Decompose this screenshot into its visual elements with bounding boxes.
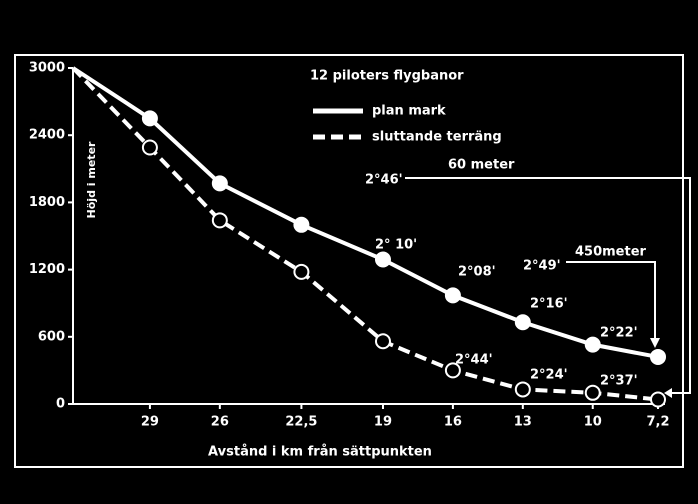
annotation: 2° 10' bbox=[375, 238, 417, 253]
legend-label: sluttande terräng bbox=[372, 130, 502, 145]
annotation: 2°37' bbox=[600, 374, 638, 389]
x-tick-label: 16 bbox=[444, 415, 462, 430]
y-tick-label: 600 bbox=[38, 329, 65, 344]
x-tick-label: 7,2 bbox=[646, 415, 669, 430]
data-point bbox=[376, 253, 390, 267]
y-tick-label: 2400 bbox=[29, 128, 65, 143]
y-tick-label: 0 bbox=[56, 397, 65, 412]
arrow-head bbox=[650, 338, 660, 348]
annotation: 2°44' bbox=[455, 353, 493, 368]
data-point bbox=[651, 393, 665, 407]
annotation: 2°22' bbox=[600, 326, 638, 341]
x-axis-label: Avstånd i km från sättpunkten bbox=[208, 445, 432, 460]
y-tick-label: 3000 bbox=[29, 61, 65, 76]
y-axis-label: Höjd i meter bbox=[85, 141, 98, 218]
series-line bbox=[73, 68, 658, 357]
x-tick-label: 19 bbox=[374, 415, 392, 430]
data-point bbox=[586, 386, 600, 400]
data-point bbox=[586, 338, 600, 352]
y-tick-label: 1800 bbox=[29, 195, 65, 210]
x-tick-label: 26 bbox=[211, 415, 229, 430]
data-point bbox=[143, 141, 157, 155]
chart: 12 piloters flygbanor Avstånd i km från … bbox=[0, 0, 698, 504]
y-tick-label: 1200 bbox=[29, 262, 65, 277]
data-point bbox=[294, 218, 308, 232]
chart-title: 12 piloters flygbanor bbox=[310, 69, 464, 84]
data-point bbox=[294, 265, 308, 279]
pointer-line bbox=[405, 178, 690, 393]
data-point bbox=[446, 288, 460, 302]
data-point bbox=[651, 350, 665, 364]
data-point bbox=[516, 315, 530, 329]
annotation: 2°24' bbox=[530, 368, 568, 383]
data-point bbox=[376, 334, 390, 348]
annotation: 60 meter bbox=[448, 158, 515, 173]
x-tick-label: 10 bbox=[584, 415, 602, 430]
x-tick-label: 29 bbox=[141, 415, 159, 430]
annotation: 2°49' bbox=[523, 259, 561, 274]
annotation: 2°08' bbox=[458, 265, 496, 280]
data-point bbox=[516, 382, 530, 396]
data-point bbox=[213, 176, 227, 190]
data-point bbox=[143, 111, 157, 125]
annotation: 2°16' bbox=[530, 297, 568, 312]
x-tick-label: 13 bbox=[514, 415, 532, 430]
data-point bbox=[213, 213, 227, 227]
annotation: 2°46' bbox=[365, 173, 403, 188]
x-tick-label: 22,5 bbox=[285, 415, 317, 430]
annotation: 450meter bbox=[575, 245, 647, 260]
legend-label: plan mark bbox=[372, 104, 446, 119]
series-line bbox=[73, 68, 658, 400]
page: {"chart_data": { "type": "line", "title"… bbox=[0, 0, 698, 504]
